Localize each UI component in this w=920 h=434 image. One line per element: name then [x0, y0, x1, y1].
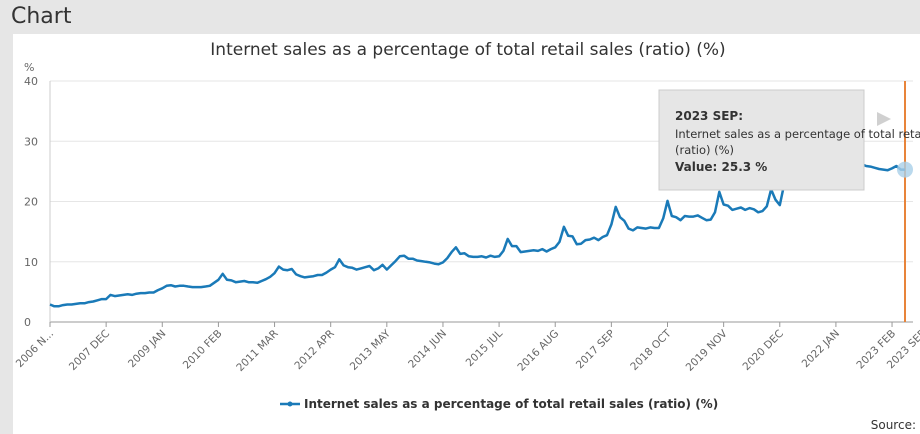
page-title: Chart: [11, 4, 72, 29]
y-tick-label: 10: [24, 256, 38, 269]
x-tick-label: 2018 OCT: [628, 327, 674, 373]
tooltip-date: 2023 SEP:: [675, 109, 743, 123]
tooltip-value: Value: 25.3 %: [675, 160, 767, 174]
x-tick-label: 2014 JUN: [406, 328, 449, 371]
y-tick-label: 20: [24, 196, 38, 209]
source-label: Source:: [870, 418, 916, 432]
x-tick-label: 2016 AUG: [515, 328, 561, 374]
tooltip-arrow: [877, 112, 891, 126]
x-tick-label: 2017 SEP: [574, 328, 618, 372]
hover-point[interactable]: [897, 161, 913, 178]
x-tick-label: 2019 NOV: [684, 327, 731, 374]
series-line[interactable]: [49, 94, 905, 308]
y-tick-label: 30: [24, 135, 38, 148]
x-tick-label: 2009 JAN: [126, 328, 168, 370]
x-tick-label: 2011 MAR: [234, 328, 280, 374]
y-tick-label: 40: [24, 75, 38, 88]
line-chart[interactable]: Internet sales as a percentage of total …: [13, 34, 920, 434]
tooltip-series-line-2: (ratio) (%): [675, 143, 734, 157]
legend-label: Internet sales as a percentage of total …: [304, 397, 718, 411]
tooltip: 2023 SEP: Internet sales as a percentage…: [658, 89, 920, 191]
x-tick-label: 2012 APR: [292, 328, 336, 372]
legend-marker-icon: [287, 401, 293, 407]
tooltip-box: [658, 89, 865, 191]
tooltip-series-line-1: Internet sales as a percentage of total …: [675, 127, 920, 141]
legend[interactable]: Internet sales as a percentage of total …: [280, 397, 718, 411]
x-tick-label: 2022 JAN: [800, 328, 842, 370]
x-tick-label: 2015 JUL: [464, 328, 506, 370]
x-tick-label: 2006 N...: [14, 328, 56, 370]
x-tick-label: 2020 DEC: [741, 328, 786, 373]
x-tick-label: 2010 FEB: [181, 328, 225, 372]
y-tick-label: 0: [24, 316, 31, 329]
chart-panel: Internet sales as a percentage of total …: [13, 34, 920, 434]
x-tick-label: 2013 MAY: [348, 327, 394, 373]
x-tick-label: 2007 DEC: [67, 328, 112, 373]
y-axis-label: %: [24, 61, 34, 74]
page-header: Chart: [0, 0, 920, 32]
chart-title: Internet sales as a percentage of total …: [210, 40, 725, 60]
